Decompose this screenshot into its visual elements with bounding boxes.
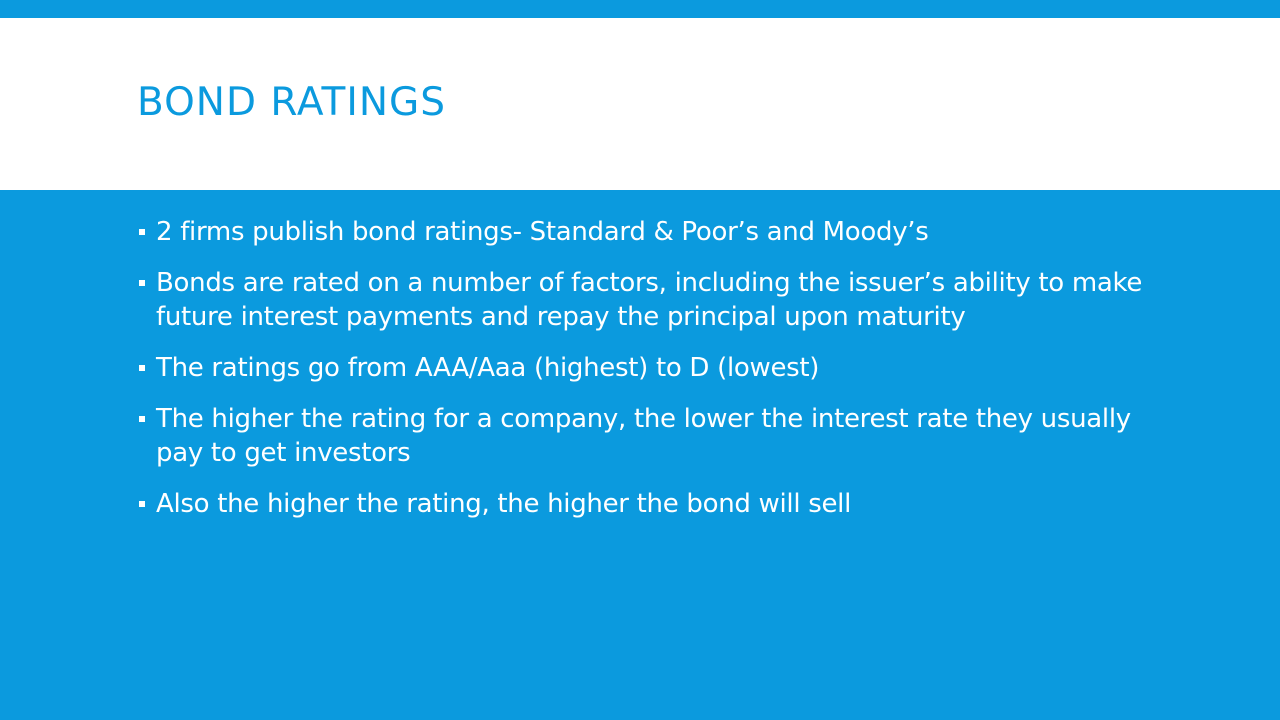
content-area: 2 firms publish bond ratings- Standard &… [0, 190, 1280, 720]
square-bullet-icon [139, 365, 145, 371]
bullet-list: 2 firms publish bond ratings- Standard &… [137, 215, 1147, 538]
bullet-item: Also the higher the rating, the higher t… [137, 487, 1147, 521]
bullet-item: Bonds are rated on a number of factors, … [137, 266, 1147, 334]
bullet-text: The higher the rating for a company, the… [156, 404, 1131, 468]
square-bullet-icon [139, 280, 145, 286]
bullet-text: Also the higher the rating, the higher t… [156, 489, 852, 519]
bullet-text: 2 firms publish bond ratings- Standard &… [156, 217, 929, 247]
square-bullet-icon [139, 229, 145, 235]
square-bullet-icon [139, 501, 145, 507]
bullet-text: Bonds are rated on a number of factors, … [156, 268, 1143, 332]
bullet-item: 2 firms publish bond ratings- Standard &… [137, 215, 1147, 249]
top-accent-band [0, 0, 1280, 18]
bullet-item: The ratings go from AAA/Aaa (highest) to… [137, 351, 1147, 385]
bullet-text: The ratings go from AAA/Aaa (highest) to… [156, 353, 820, 383]
slide-title: BOND RATINGS [137, 80, 447, 125]
square-bullet-icon [139, 416, 145, 422]
title-area: BOND RATINGS [0, 18, 1280, 190]
bullet-item: The higher the rating for a company, the… [137, 402, 1147, 470]
